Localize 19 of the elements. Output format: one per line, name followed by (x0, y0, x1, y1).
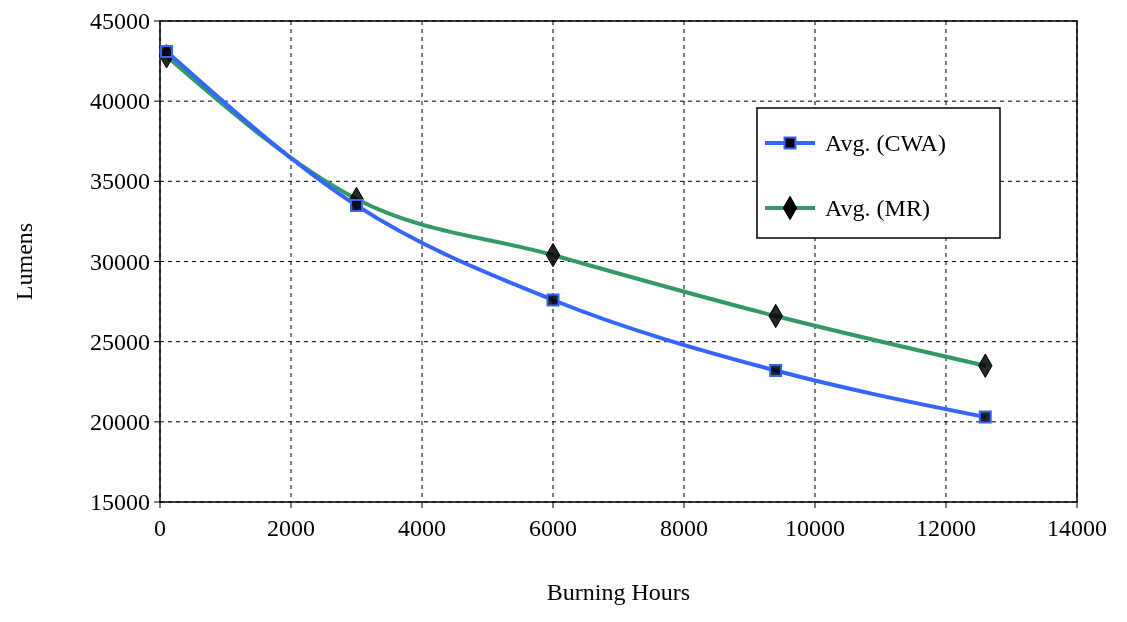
legend-label: Avg. (CWA) (825, 130, 946, 156)
y-tick-label: 35000 (90, 168, 150, 195)
x-tick-label: 0 (154, 515, 166, 541)
y-tick-label: 45000 (90, 8, 150, 34)
x-tick-label: 10000 (785, 515, 845, 541)
y-tick-label: 40000 (90, 88, 150, 115)
x-tick-label: 14000 (1047, 515, 1107, 541)
x-tick-label: 12000 (916, 515, 976, 541)
x-tick-label: 2000 (267, 515, 315, 541)
legend-label: Avg. (MR) (825, 195, 930, 221)
x-tick-label: 8000 (660, 515, 708, 541)
y-tick-label: 15000 (90, 489, 150, 515)
y-tick-label: 20000 (90, 408, 150, 435)
y-tick-label: 30000 (90, 248, 150, 275)
x-tick-label: 4000 (398, 515, 446, 541)
y-axis-title: Lumens (11, 222, 37, 301)
x-tick-label: 6000 (529, 515, 577, 541)
y-tick-label: 25000 (90, 328, 150, 355)
x-axis-title: Burning Hours (546, 579, 691, 605)
